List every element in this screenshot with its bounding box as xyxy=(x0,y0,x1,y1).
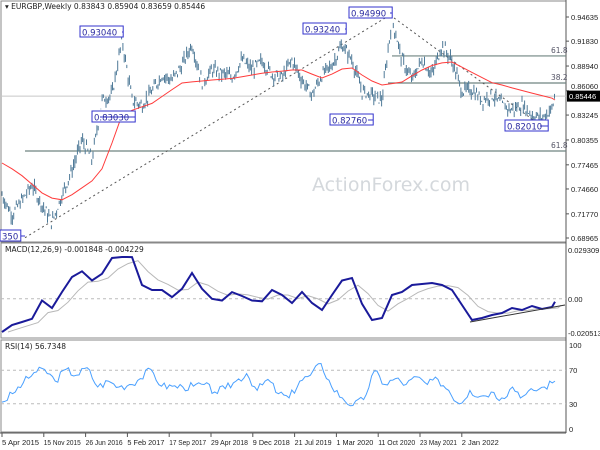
rsi-axis-label: 0 xyxy=(569,425,573,434)
time-axis-label: 29 Apr 2018 xyxy=(211,438,248,447)
time-axis-label: 1 Mar 2020 xyxy=(336,438,373,447)
last-price-label: 0.85446 xyxy=(569,92,596,101)
price-axis-label: 0.86060 xyxy=(571,82,598,91)
macd-header: MACD(12,26,9) -0.001848 -0.004229 xyxy=(5,245,144,254)
price-annotation: 0.94990 xyxy=(348,6,393,20)
annotation-label: 0.93040 xyxy=(82,29,117,39)
time-axis-label: 17 Sep 2017 xyxy=(169,438,206,447)
price-annotation: 0.82010 xyxy=(504,119,549,133)
rsi-axis-label: 70 xyxy=(569,366,577,375)
time-axis-label: 2 Jan 2022 xyxy=(462,438,499,447)
price-annotation: 0.82760 xyxy=(329,113,374,127)
macd-signal-line xyxy=(7,260,562,333)
time-axis-label: 23 May 2021 xyxy=(420,438,457,447)
fib-level-label: 61.8 xyxy=(551,141,568,150)
symbol-header: ▾ EURGBP,Weekly 0.83843 0.85904 0.83659 … xyxy=(5,2,205,11)
price-axis-label: 0.83245 xyxy=(571,111,598,120)
price-axis-label: 0.94635 xyxy=(571,13,598,22)
time-axis-label: 11 Oct 2020 xyxy=(378,438,415,447)
price-axis-label: 0.77465 xyxy=(571,161,598,170)
watermark: ActionForex.com xyxy=(312,174,470,196)
fib-level-label: 61.8 xyxy=(551,46,568,55)
rsi-axis-label: 100 xyxy=(569,341,582,350)
price-annotation: 0.83030 xyxy=(91,110,136,124)
price-axis-label: 0.71770 xyxy=(571,210,598,219)
rsi-header: RSI(14) 56.7348 xyxy=(5,342,66,351)
annotation-label: 0.82760 xyxy=(332,117,367,127)
trendline-resistance xyxy=(389,14,541,126)
annotation-label: 0.83030 xyxy=(94,114,129,124)
annotation-label: 350 xyxy=(2,233,18,243)
price-annotation: 0.93040 xyxy=(79,25,124,39)
annotation-label: 0.82010 xyxy=(507,123,542,133)
macd-axis-label: -0.020513 xyxy=(568,329,600,338)
price-annotation: 350 xyxy=(0,229,25,243)
time-axis-label: 21 Jul 2019 xyxy=(295,438,332,447)
fib-level-label: 38.2 xyxy=(551,73,568,82)
time-axis-label: 9 Dec 2018 xyxy=(253,438,290,447)
macd-axis-label: 0.029309 xyxy=(568,246,599,255)
price-axis-label: 0.80355 xyxy=(571,136,598,145)
price-axis-label: 0.68965 xyxy=(571,234,598,243)
trendline-support xyxy=(24,14,391,239)
macd-axis-label: 0.00 xyxy=(568,295,583,304)
moving-average-line xyxy=(1,61,556,201)
price-axis-label: 0.74660 xyxy=(571,185,598,194)
time-axis-label: 26 Jun 2016 xyxy=(86,438,123,447)
price-axis-label: 0.91830 xyxy=(571,37,598,46)
macd-line xyxy=(1,255,556,333)
annotation-label: 0.93240 xyxy=(305,26,340,36)
annotation-label: 0.94990 xyxy=(351,10,386,20)
macd-trendline xyxy=(469,304,566,323)
time-axis-label: 15 Nov 2015 xyxy=(44,438,81,447)
rsi-line xyxy=(1,362,556,407)
time-axis-label: 5 Apr 2015 xyxy=(2,438,39,447)
price-axis-label: 0.88940 xyxy=(571,62,598,71)
rsi-axis-label: 30 xyxy=(569,400,577,409)
time-axis-label: 5 Feb 2017 xyxy=(127,438,164,447)
last-price-box xyxy=(567,90,600,102)
price-annotation: 0.93240 xyxy=(302,22,347,36)
